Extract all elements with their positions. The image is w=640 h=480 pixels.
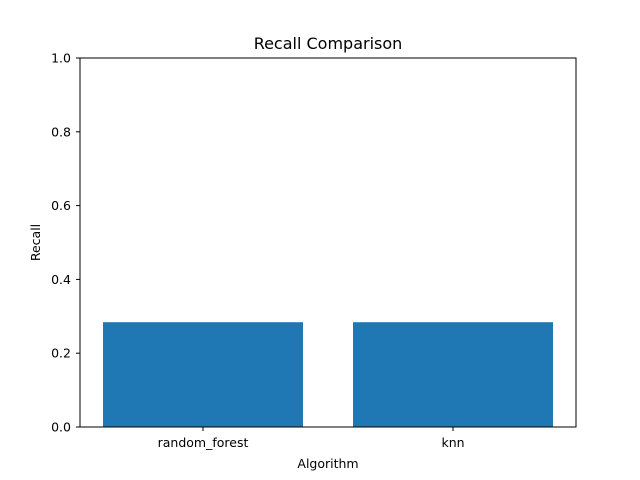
- bar-random-forest: [103, 322, 303, 427]
- plot-area-frame: [79, 57, 577, 428]
- y-tick-label: 0.0: [51, 420, 71, 435]
- x-axis-label: Algorithm: [297, 456, 358, 471]
- chart-title: Recall Comparison: [254, 34, 403, 53]
- bars-group: [103, 322, 553, 427]
- x-tick-label: random_forest: [158, 435, 249, 450]
- bar-knn: [353, 322, 553, 427]
- y-axis-ticks: 0.0 0.2 0.4 0.6 0.8 1.0: [51, 51, 80, 435]
- y-tick-label: 1.0: [51, 51, 71, 66]
- x-tick-label: knn: [441, 435, 464, 450]
- x-axis-ticks: random_forest knn: [158, 427, 465, 450]
- y-tick-label: 0.2: [51, 346, 71, 361]
- y-tick-label: 0.8: [51, 124, 71, 139]
- y-axis-label: Recall: [28, 224, 43, 261]
- y-tick-label: 0.4: [51, 272, 71, 287]
- y-tick-label: 0.6: [51, 198, 71, 213]
